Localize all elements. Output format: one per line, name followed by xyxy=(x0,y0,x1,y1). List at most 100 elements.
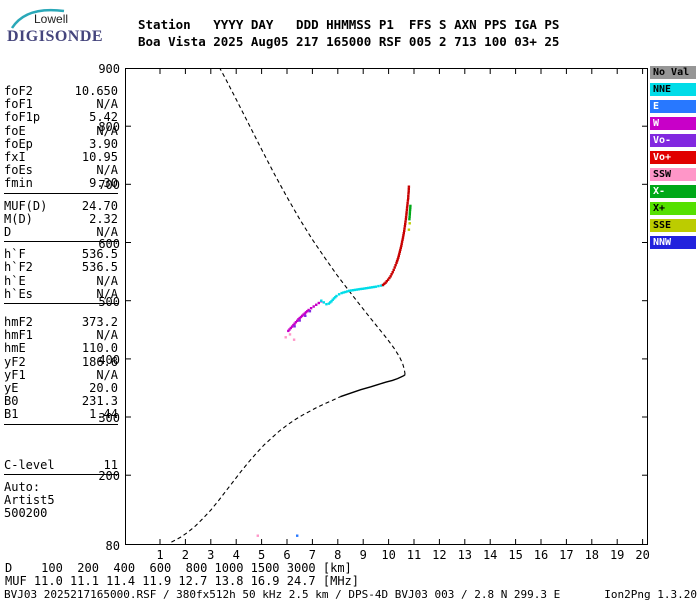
x-tick-label: 12 xyxy=(432,548,447,562)
profile-bottomside-extrapolated xyxy=(171,396,341,543)
param-label: yF2 xyxy=(4,354,26,369)
echo-F-trace-NNE xyxy=(322,301,325,304)
echo-F-trace-Vo+ xyxy=(391,271,394,274)
param-label: D xyxy=(4,225,12,240)
autoscaling-line: Auto: xyxy=(4,479,41,494)
param-value: 231.3 xyxy=(81,394,118,409)
param-row-hf2: h`F2 536.5 xyxy=(4,261,118,274)
echo-F-trace-NNE xyxy=(359,287,362,291)
x-tick-label: 9 xyxy=(359,548,367,562)
echo-F-trace-NNE xyxy=(370,286,374,289)
echo-F-trace-W xyxy=(312,305,315,308)
x-tick-label: 10 xyxy=(381,548,396,562)
echo-F-trace-W xyxy=(315,303,318,306)
param-row-hmf2: hmF2 373.2 xyxy=(4,315,118,329)
echo-F-trace-NNE xyxy=(355,288,359,291)
echo-F-trace-NNE xyxy=(320,299,323,302)
param-row-fof2: foF2 10.650 xyxy=(4,84,118,98)
autoscaling-info: Auto: Artist5 500200 xyxy=(4,479,118,521)
profile-bottomside-measured xyxy=(340,374,406,398)
param-label: M(D) xyxy=(4,211,33,226)
echo-F-trace-NNE xyxy=(334,296,337,299)
param-value: 10.95 xyxy=(81,150,118,165)
echo-F-trace-Vo+ xyxy=(403,225,407,228)
echo-F-trace-NNE xyxy=(332,297,336,300)
echo-F-trace-Vo+ xyxy=(405,211,408,214)
echo-F-trace-Vo+ xyxy=(386,278,390,281)
echo-F-trace-Vo+ xyxy=(399,248,402,252)
echo-F-trace-W xyxy=(302,313,305,316)
param-row-ye: yE 20.0 xyxy=(4,381,118,396)
logo-swoosh-icon xyxy=(10,8,65,29)
x-tick-label: 17 xyxy=(559,548,574,562)
echo-F-trace-Vo+ xyxy=(384,281,387,284)
logo-lowell-text: Lowell xyxy=(34,12,69,26)
param-label: hmF1 xyxy=(4,328,33,343)
param-label: foF2 xyxy=(4,84,33,98)
param-row-foes: foEs N/A xyxy=(4,164,118,177)
echo-F-trace-NNE xyxy=(353,288,357,292)
echo-scatter-Vo- xyxy=(304,314,307,317)
param-value: N/A xyxy=(96,367,118,382)
echo-F-trace-W xyxy=(301,314,304,317)
param-label: foEp xyxy=(4,136,33,151)
profile-topside-extrapolated xyxy=(219,67,406,375)
param-row-yf2: yF2 186.6 xyxy=(4,354,118,369)
digisonde-logo: Lowell DIGISONDE xyxy=(4,4,114,52)
x-tick-label: 8 xyxy=(334,548,342,562)
echo-F-trace-Vo+ xyxy=(407,194,410,198)
echo-F-trace-NNE xyxy=(342,291,345,294)
echo-F-trace-W xyxy=(294,321,298,324)
param-value: N/A xyxy=(96,163,118,178)
echo-F-trace-Vo+ xyxy=(406,199,410,202)
y-tick-label: 800 xyxy=(98,120,120,135)
echo-F-trace-Vo+ xyxy=(407,185,411,188)
legend-item-vo: Vo+ xyxy=(650,151,696,164)
echo-F-trace-NNE xyxy=(331,298,334,301)
legend-item-x: X- xyxy=(650,185,696,198)
echo-F-trace-Vo+ xyxy=(394,264,397,267)
param-row-hes: h`Es N/A xyxy=(4,287,118,301)
param-label: foF1p xyxy=(4,110,41,125)
param-value: 20.0 xyxy=(89,381,118,396)
param-row-foe: foE N/A xyxy=(4,124,118,138)
param-label: B0 xyxy=(4,394,19,409)
echo-scatter-SSW xyxy=(256,534,259,537)
param-value: 10.650 xyxy=(74,84,118,98)
param-label: foEs xyxy=(4,163,33,178)
autoscaling-line: Artist5 xyxy=(4,493,55,508)
echo-F-trace-W xyxy=(288,328,291,331)
echo-F-trace-Vo+ xyxy=(396,258,399,261)
echo-F-trace-Vo+ xyxy=(400,244,403,248)
param-row-b1: B1 1.44 xyxy=(4,408,118,421)
echo-F-trace-Vo+ xyxy=(407,187,410,191)
legend-item-noval: No Val xyxy=(650,66,696,79)
echo-F-trace-SSE xyxy=(407,228,411,231)
param-label: foF1 xyxy=(4,97,33,112)
echo-F-trace-NNE xyxy=(379,284,383,287)
param-value: 110.0 xyxy=(81,341,118,356)
y-tick-label: 300 xyxy=(98,411,120,426)
header-column-titles: Station YYYY DAY DDD HHMMSS P1 FFS S AXN… xyxy=(138,17,560,32)
param-label: yF1 xyxy=(4,367,26,382)
x-tick-label: 18 xyxy=(584,548,600,562)
echo-F-trace-NNE xyxy=(340,291,343,295)
x-tick-label: 7 xyxy=(308,548,316,562)
x-tick-label: 20 xyxy=(635,548,650,562)
echo-F-trace-NNE xyxy=(325,303,328,306)
param-row-md: M(D) 2.32 xyxy=(4,211,118,226)
legend-item-sse: SSE xyxy=(650,219,696,232)
x-tick-label: 5 xyxy=(257,548,266,562)
echo-F-trace-Vo+ xyxy=(401,236,405,239)
param-label: h`F2 xyxy=(4,260,33,275)
echo-F-trace-Vo+ xyxy=(389,275,392,278)
legend-item-w: W xyxy=(650,117,696,130)
echo-F-trace-Vo+ xyxy=(402,232,405,235)
distance-row: D 100 200 400 600 800 1000 1500 3000 [km… xyxy=(5,561,352,575)
echo-F-trace-W xyxy=(317,301,320,305)
echo-F-trace-W xyxy=(309,307,313,310)
legend-item-e: E xyxy=(650,100,696,113)
muf-row: MUF 11.0 11.1 11.4 11.9 12.7 13.8 16.9 2… xyxy=(5,574,360,588)
echo-F-trace-NNE xyxy=(344,290,347,294)
